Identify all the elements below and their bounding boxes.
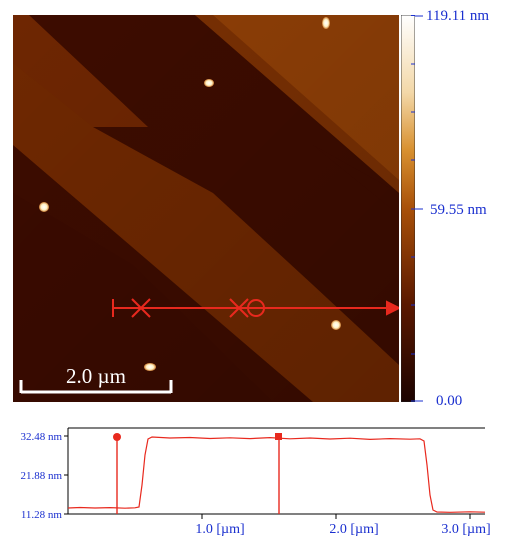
profile-y-tick-label: 21.88 nm xyxy=(20,470,62,482)
particle xyxy=(39,202,49,212)
x-icon[interactable] xyxy=(229,298,249,318)
profile-line-overlay[interactable] xyxy=(112,298,399,318)
colorbar-mid-label: 59.55 nm xyxy=(430,202,487,218)
profile-y-tick-label: 32.48 nm xyxy=(20,431,62,443)
profile-x-tick-label: 1.0 [µm] xyxy=(195,522,244,537)
cursor-end-handle-icon[interactable] xyxy=(275,433,282,440)
afm-topography-image[interactable]: 2.0 µm xyxy=(13,15,399,402)
particle xyxy=(204,79,214,87)
arrow-icon[interactable] xyxy=(386,300,399,316)
colorbar-max-label: 119.11 nm xyxy=(426,8,490,24)
height-profile-curve xyxy=(67,436,486,513)
height-colorbar xyxy=(401,15,415,402)
particle xyxy=(331,320,341,330)
profile-y-tick-label: 11.28 nm xyxy=(21,509,63,521)
terrace-shading xyxy=(13,15,399,402)
circle-icon[interactable] xyxy=(247,299,265,317)
particle xyxy=(144,363,156,371)
profile-x-tick-label: 2.0 [µm] xyxy=(329,522,378,537)
x-icon[interactable] xyxy=(131,298,151,318)
colorbar-min-label: 0.00 xyxy=(436,393,463,409)
colorbar-ticks xyxy=(415,15,423,402)
particle xyxy=(322,17,330,29)
scale-bar xyxy=(19,380,173,394)
height-profile-plot[interactable]: 32.48 nm 21.88 nm 11.28 nm 1.0 [µm] 2.0 … xyxy=(0,415,508,539)
profile-x-tick-label: 3.0 [µm] xyxy=(441,522,490,537)
cursor-start-handle-icon[interactable] xyxy=(113,433,121,441)
scale-bar-label: 2.0 µm xyxy=(66,364,126,388)
